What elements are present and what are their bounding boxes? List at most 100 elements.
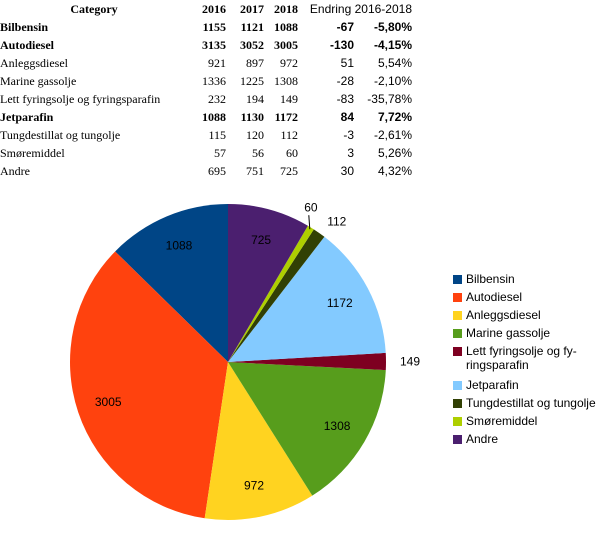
row-value-2016: 695: [208, 163, 226, 178]
legend-swatch-lett-fyringsolje-og-fyringsparafin: [453, 347, 462, 356]
row-value-2016: 57: [214, 145, 226, 160]
table-row: Lett fyringsolje og fyringsparafin 232 194…: [0, 90, 412, 108]
row-change-percent: -5,80%: [373, 20, 412, 34]
row-value-2016: 232: [208, 91, 226, 106]
header-2017: 2017: [240, 1, 264, 16]
table-row: Anleggsdiesel 921 897 972 51 5,54%: [0, 54, 412, 72]
table-row: Bilbensin 1155 1121 1088 -67 -5,80%: [0, 18, 412, 36]
legend-label-marine-gassolje: Marine gassolje: [466, 326, 550, 340]
table-row: Autodiesel 3135 3052 3005 -130 -4,15%: [0, 36, 412, 54]
pie-slice-tungdestillat-og-tungolje: [228, 229, 325, 362]
row-change: -3: [343, 128, 354, 142]
chart-legend: Bilbensin Autodiesel Anleggsdiesel Marine g…: [453, 272, 596, 446]
legend-swatch-jetparafin: [453, 381, 462, 390]
row-value-2016: 1088: [202, 109, 226, 124]
row-category: Lett fyringsolje og fyringsparafin: [0, 91, 161, 106]
row-value-2018: 1088: [274, 19, 298, 34]
row-change: 30: [340, 164, 354, 178]
row-value-2017: 194: [246, 91, 264, 106]
row-change: -67: [336, 20, 354, 34]
legend-swatch-smoremiddel: [453, 417, 462, 426]
table-row: Marine gassolje 1336 1225 1308 -28 -2,10%: [0, 72, 412, 90]
row-value-2018: 1308: [274, 73, 298, 88]
row-value-2017: 751: [246, 163, 264, 178]
row-value-2017: 1130: [240, 109, 264, 124]
legend-label-bilbensin: Bilbensin: [466, 272, 515, 286]
slice-value-label: 972: [244, 479, 264, 493]
pie-slices: [70, 204, 387, 520]
row-category: Andre: [0, 163, 30, 178]
legend-swatch-anleggsdiesel: [453, 311, 462, 320]
slice-value-label: 3005: [95, 395, 122, 409]
pie-slice-bilbensin: [115, 204, 228, 362]
row-value-2018: 725: [280, 163, 298, 178]
header-category: Category: [70, 1, 118, 16]
legend-label-jetparafin: Jetparafin: [466, 378, 519, 392]
row-category: Marine gassolje: [0, 73, 77, 88]
row-value-2018: 149: [280, 91, 298, 106]
row-value-2017: 3052: [240, 37, 264, 52]
slice-value-label: 60: [304, 201, 318, 215]
row-category: Smøremiddel: [0, 145, 65, 160]
slice-value-label: 725: [251, 233, 271, 247]
table-row: Smøremiddel 57 56 60 3 5,26%: [0, 144, 412, 162]
pie-slice-smoremiddel: [228, 225, 314, 362]
row-value-2017: 897: [246, 55, 264, 70]
legend-label-lett-fyringsolje-og-fyringsparafin: Lett fyringsolje og fy-: [466, 344, 577, 358]
row-category: Bilbensin: [0, 19, 49, 34]
row-category: Tungdestillat og tungolje: [0, 127, 121, 142]
legend-swatch-bilbensin: [453, 275, 462, 284]
legend-label-smoremiddel: Smøremiddel: [466, 414, 537, 428]
row-value-2016: 921: [208, 55, 226, 70]
row-change: 3: [347, 146, 354, 160]
row-category: Autodiesel: [0, 37, 54, 52]
legend-label-lett-fyringsolje-og-fyringsparafin: ringsparafin: [466, 358, 529, 372]
slice-value-label: 149: [400, 355, 420, 369]
row-change-percent: -2,61%: [373, 128, 412, 142]
legend-swatch-marine-gassolje: [453, 329, 462, 338]
row-value-2017: 120: [246, 127, 264, 142]
row-change: -28: [336, 74, 354, 88]
pie-slice-marine-gassolje: [228, 362, 386, 496]
pie-slice-jetparafin: [228, 236, 386, 362]
pie-slice-lett-fyringsolje-og-fyringsparafin: [228, 352, 387, 371]
row-value-2017: 1121: [240, 19, 264, 34]
legend-swatch-tungdestillat-og-tungolje: [453, 399, 462, 408]
table-row: Jetparafin 1088 1130 1172 84 7,72%: [0, 108, 412, 126]
slice-value-label: 1308: [324, 419, 351, 433]
slice-value-label: 1088: [166, 239, 193, 253]
row-category: Anleggsdiesel: [0, 55, 68, 70]
row-change-percent: 5,26%: [377, 146, 412, 160]
row-value-2016: 1155: [202, 19, 226, 34]
pie-slice-andre: [228, 204, 308, 362]
data-table: Category 2016 2017 2018 Endring 2016-201…: [0, 0, 412, 180]
row-change-percent: 4,32%: [377, 164, 412, 178]
row-value-2018: 1172: [274, 109, 298, 124]
row-value-2018: 3005: [274, 37, 298, 52]
row-value-2018: 112: [280, 127, 298, 142]
row-change-percent: -35,78%: [367, 92, 412, 106]
pie-data-labels: 1088 3005 972 1308 149 1172 112 60 725: [95, 201, 420, 493]
header-2016: 2016: [202, 1, 226, 16]
row-change-percent: -4,15%: [373, 38, 412, 52]
row-value-2016: 1336: [202, 73, 226, 88]
pie-slice-autodiesel: [70, 251, 228, 519]
header-2018: 2018: [274, 1, 298, 16]
table-row: Tungdestillat og tungolje 115 120 112 -3 -2,6…: [0, 126, 412, 144]
table-row: Andre 695 751 725 30 4,32%: [0, 162, 412, 180]
label-leader-line: [308, 215, 311, 230]
row-change: -130: [329, 38, 354, 52]
legend-label-tungdestillat-og-tungolje: Tungdestillat og tungolje: [466, 396, 596, 410]
legend-label-autodiesel: Autodiesel: [466, 290, 522, 304]
row-change-percent: -2,10%: [373, 74, 412, 88]
header-change: Endring 2016-2018: [309, 2, 412, 16]
slice-value-label: 1172: [327, 296, 353, 310]
row-value-2017: 1225: [240, 73, 264, 88]
row-change-percent: 7,72%: [377, 110, 412, 124]
row-value-2016: 3135: [202, 37, 226, 52]
row-value-2018: 60: [286, 145, 298, 160]
legend-swatch-autodiesel: [453, 293, 462, 302]
table-header-row: Category 2016 2017 2018 Endring 2016-201…: [0, 0, 412, 18]
row-change: 51: [340, 56, 354, 70]
